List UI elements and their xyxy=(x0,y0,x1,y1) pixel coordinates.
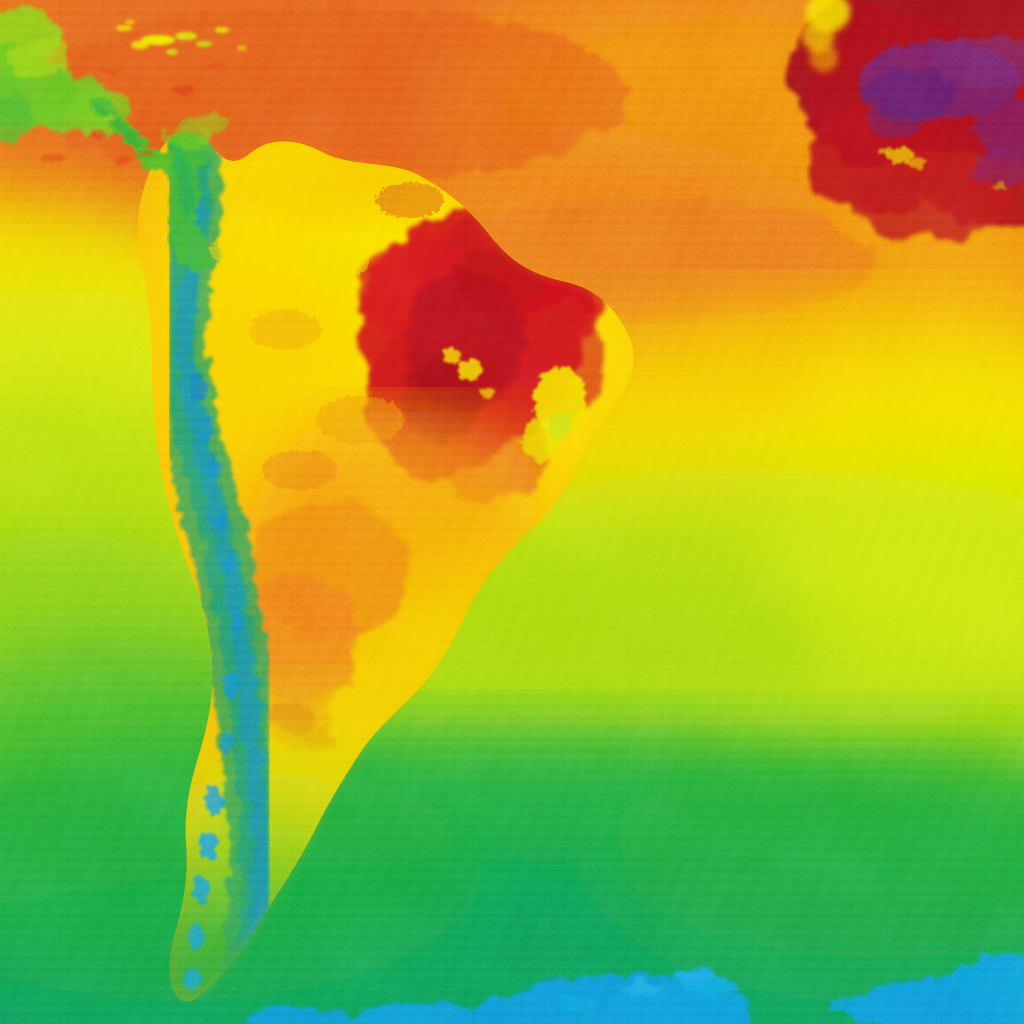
temperature-raster-map xyxy=(0,0,1024,1024)
field-cloud-texture xyxy=(0,0,1024,1024)
